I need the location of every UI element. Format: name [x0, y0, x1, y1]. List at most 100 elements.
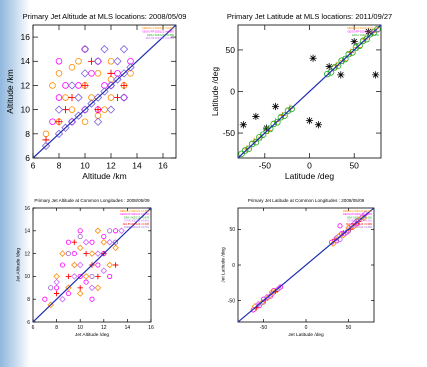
data-point [89, 273, 95, 279]
data-point [76, 261, 84, 269]
data-point [71, 251, 77, 257]
data-point [100, 45, 109, 54]
data-point [77, 285, 83, 291]
data-point [54, 129, 64, 138]
legend-entry: GEOS-FP 00Z/12Z r=0.887 [142, 29, 174, 33]
data-point [55, 118, 63, 126]
data-point [288, 105, 295, 113]
y-tick-label: 6 [27, 320, 30, 326]
data-point [87, 99, 96, 108]
legend-entry: CFSR 00Z/12Z r=0.843 [124, 220, 150, 223]
y-tick-label: 16 [24, 206, 30, 212]
data-point [74, 111, 83, 120]
data-point [94, 250, 102, 257]
data-point [89, 296, 95, 302]
data-point [120, 94, 128, 101]
data-point [352, 218, 359, 226]
y-tick-label: 10 [24, 274, 30, 280]
data-point [94, 70, 102, 77]
y-tick-label: 50 [229, 227, 235, 233]
data-point [101, 233, 107, 240]
legend-entry: MERRA-2 00Z/12Z r=0.983 [343, 210, 373, 213]
data-point [88, 250, 96, 257]
data-point [68, 64, 76, 71]
legend-entry: JRA-55 00Z/12Z r=0.980 [346, 223, 373, 226]
data-point [112, 262, 119, 268]
data-points [238, 25, 381, 158]
x-tick-label: 14 [125, 325, 131, 331]
data-point [245, 145, 253, 153]
data-point [113, 228, 119, 234]
data-point [65, 284, 72, 292]
data-point [71, 239, 77, 245]
data-point [113, 57, 122, 66]
x-tick-label: 10 [77, 325, 83, 331]
x-tick-label: 14 [132, 161, 142, 171]
data-point [83, 279, 89, 285]
chart-panel-4: Primary Jet Latitude at Common Longitude… [221, 198, 375, 338]
data-point [55, 70, 63, 77]
data-point [314, 121, 323, 129]
y-tick-label: 16 [21, 32, 31, 42]
data-point [238, 150, 245, 158]
legend-entry: GEOS-FP 00Z/12Z r=0.983 [343, 213, 373, 216]
y-tick-label: 6 [25, 153, 30, 163]
x-axis-label: Altitude /km [82, 171, 126, 181]
data-point [59, 262, 66, 268]
y-tick-label: 14 [24, 229, 30, 235]
data-point [107, 273, 113, 279]
data-point [241, 147, 249, 154]
one-to-one-line [33, 208, 151, 322]
data-point [48, 285, 54, 291]
data-point [47, 301, 54, 309]
data-point [100, 267, 108, 274]
data-point [356, 42, 363, 50]
x-tick-label: 8 [55, 325, 58, 331]
data-point [271, 102, 280, 111]
data-point [107, 82, 115, 89]
x-tick-label: 50 [349, 161, 359, 171]
data-point [94, 57, 102, 65]
x-tick-label: 6 [31, 161, 36, 171]
data-point [281, 112, 288, 119]
chart-title: Primary Jet Altitude at Common Longitude… [34, 198, 150, 203]
data-point [119, 45, 129, 54]
data-point [119, 69, 129, 78]
data-point [59, 295, 66, 303]
data-point [76, 290, 84, 297]
data-point [101, 106, 108, 113]
one-to-one-line [238, 25, 381, 158]
data-point [350, 38, 358, 46]
data-point [80, 105, 90, 114]
x-tick-label: 12 [106, 161, 116, 171]
data-point [107, 69, 115, 77]
legend-entry: GEOS-FP 00Z/12Z r=0.995 [347, 29, 379, 33]
data-point [252, 112, 260, 121]
y-tick-label: 50 [226, 45, 236, 55]
data-point [88, 284, 96, 292]
data-point [93, 57, 103, 66]
data-point [106, 238, 113, 246]
data-point [88, 70, 95, 77]
data-point [359, 37, 367, 45]
data-point [352, 44, 360, 51]
x-tick-label: -50 [260, 325, 267, 331]
data-points [42, 227, 125, 309]
data-point [67, 81, 77, 90]
legend-entry: MERRA-2 00Z/12Z r=0.996 [347, 26, 379, 30]
data-point [341, 55, 349, 63]
legend-entry: ERA-I 00Z/12Z r=0.992 [352, 33, 379, 37]
data-point [327, 69, 335, 76]
data-point [118, 227, 125, 235]
data-point [89, 239, 95, 245]
x-tick-label: 8 [57, 161, 62, 171]
data-point [305, 116, 314, 125]
y-tick-label: -50 [228, 298, 235, 304]
data-point [107, 228, 113, 234]
data-point [270, 120, 278, 128]
y-axis-label: Jet Altitude /deg [16, 248, 22, 282]
legend-entry: ERA-I 00Z/12Z r=0.982 [347, 216, 372, 219]
data-point [81, 81, 89, 90]
data-point [53, 273, 60, 280]
data-point [266, 125, 274, 133]
